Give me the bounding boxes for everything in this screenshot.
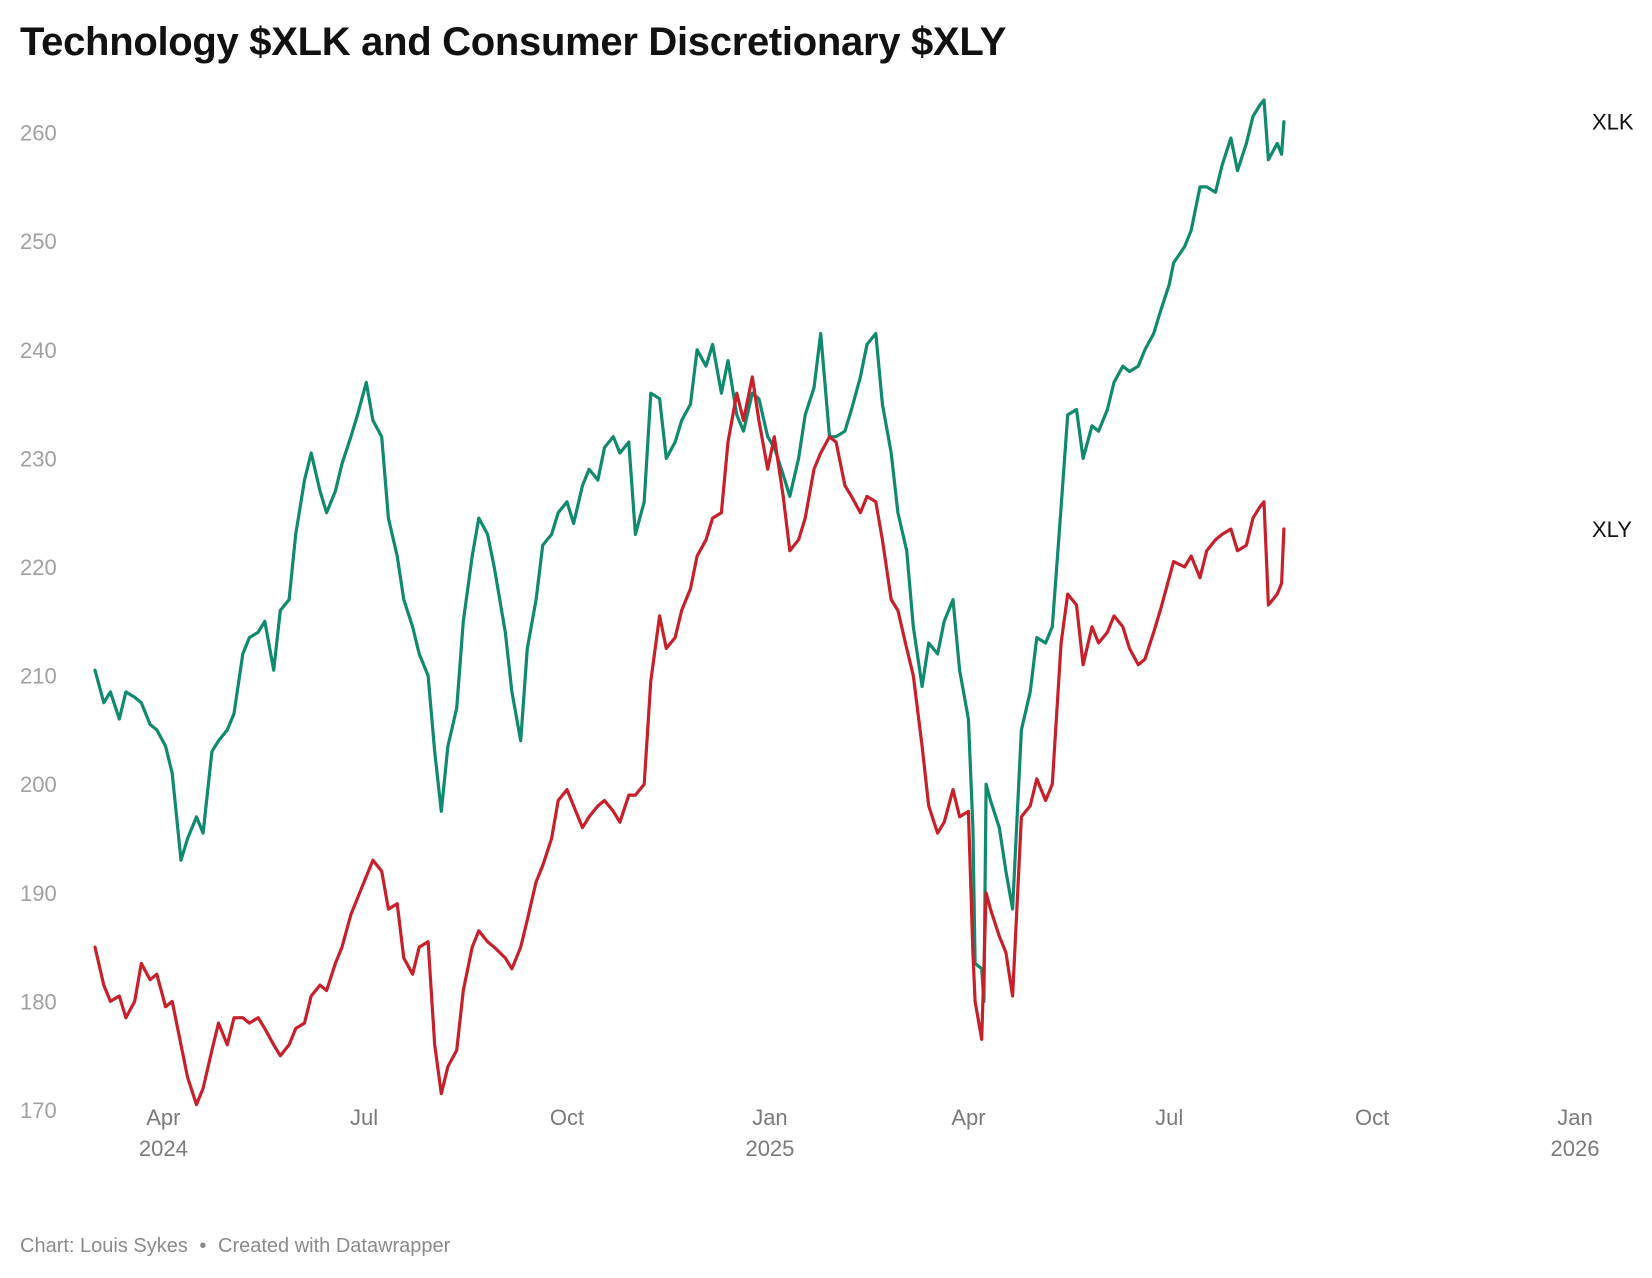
y-tick-label: 220 xyxy=(20,555,57,580)
x-axis: Apr 2024 Jul Oct Jan 2025 Apr Jul Oct Jan 2026 xyxy=(139,1105,1600,1161)
series-line-xly xyxy=(93,375,1286,1107)
y-tick-label: 180 xyxy=(20,989,57,1014)
y-tick-label: 190 xyxy=(20,881,57,906)
series-labels: XLK XLY xyxy=(1592,110,1634,542)
series-label-xly: XLY xyxy=(1592,517,1632,542)
y-tick-label: 240 xyxy=(20,338,57,363)
footer-separator: • xyxy=(199,1235,207,1257)
x-tick-label: Jul xyxy=(350,1105,378,1130)
y-tick-label: 250 xyxy=(20,229,57,254)
y-tick-label: 210 xyxy=(20,664,57,689)
x-tick-label: Apr xyxy=(951,1105,985,1130)
series-label-xlk: XLK xyxy=(1592,110,1634,135)
y-tick-label: 170 xyxy=(20,1098,57,1123)
x-tick-label: Oct xyxy=(550,1105,584,1130)
x-tick-label: Apr xyxy=(146,1105,180,1130)
chart-title: Technology $XLK and Consumer Discretiona… xyxy=(20,20,1007,64)
y-tick-label: 200 xyxy=(20,772,57,797)
x-tick-label: Oct xyxy=(1355,1105,1389,1130)
chart-footer: Chart: Louis Sykes • Created with Datawr… xyxy=(20,1235,450,1258)
x-tick-label: Jan xyxy=(1557,1105,1592,1130)
chart-credit: Chart: Louis Sykes xyxy=(20,1235,188,1257)
x-tick-label: Jan xyxy=(752,1105,787,1130)
series-line-xlk xyxy=(93,98,1286,1003)
x-tick-year-label: 2026 xyxy=(1551,1136,1600,1161)
y-axis: 170 180 190 200 210 220 230 240 250 260 xyxy=(20,121,57,1123)
series-layer xyxy=(93,98,1286,1107)
x-tick-year-label: 2025 xyxy=(745,1136,794,1161)
datawrapper-credit: Created with Datawrapper xyxy=(218,1235,451,1257)
x-tick-label: Jul xyxy=(1155,1105,1183,1130)
y-tick-label: 260 xyxy=(20,121,57,146)
x-tick-year-label: 2024 xyxy=(139,1136,188,1161)
y-tick-label: 230 xyxy=(20,446,57,471)
